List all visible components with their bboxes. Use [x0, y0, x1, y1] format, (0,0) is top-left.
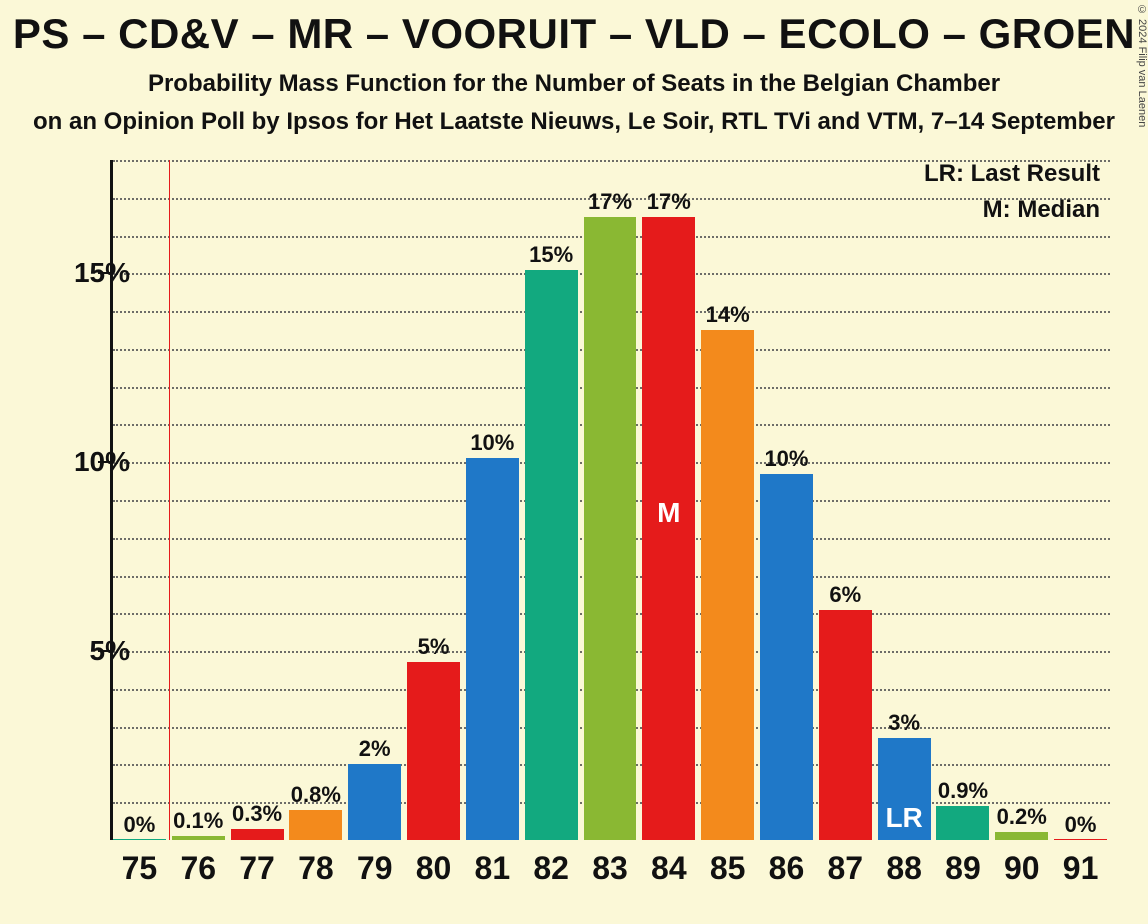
x-tick-label: 78 — [298, 850, 334, 887]
x-tick-label: 89 — [945, 850, 981, 887]
x-tick-label: 79 — [357, 850, 393, 887]
x-tick-label: 82 — [533, 850, 569, 887]
bar-value-label: 2% — [359, 736, 391, 762]
last-result-marker: LR — [885, 802, 922, 834]
y-tick-label: 15% — [30, 257, 130, 289]
bar — [819, 610, 872, 840]
bar-value-label: 6% — [829, 582, 861, 608]
median-marker: M — [657, 497, 680, 529]
bar-value-label: 5% — [418, 634, 450, 660]
legend-lr: LR: Last Result — [924, 160, 1100, 188]
bar — [172, 836, 225, 840]
x-tick-label: 86 — [769, 850, 805, 887]
bar-value-label: 17% — [588, 189, 632, 215]
bar-value-label: 3% — [888, 710, 920, 736]
bar-value-label: 0.9% — [938, 778, 988, 804]
bar — [466, 458, 519, 840]
chart-title: PS – CD&V – MR – VOORUIT – VLD – ECOLO –… — [0, 10, 1148, 58]
bar — [995, 832, 1048, 840]
bar-value-label: 0.2% — [997, 804, 1047, 830]
y-tick-label: 10% — [30, 446, 130, 478]
bar-value-label: 17% — [647, 189, 691, 215]
bar-value-label: 0.8% — [291, 782, 341, 808]
bar — [1054, 839, 1107, 840]
x-tick-label: 84 — [651, 850, 687, 887]
bar-value-label: 15% — [529, 242, 573, 268]
x-tick-label: 88 — [886, 850, 922, 887]
x-tick-label: 77 — [239, 850, 275, 887]
x-tick-label: 80 — [416, 850, 452, 887]
bar-value-label: 0.3% — [232, 801, 282, 827]
chart-subtitle-2: on an Opinion Poll by Ipsos for Het Laat… — [0, 108, 1148, 136]
x-tick-label: 75 — [122, 850, 158, 887]
bar-value-label: 0.1% — [173, 808, 223, 834]
bar — [525, 270, 578, 840]
chart-subtitle-1: Probability Mass Function for the Number… — [0, 70, 1148, 98]
bar — [701, 330, 754, 840]
x-tick-label: 91 — [1063, 850, 1099, 887]
bar-value-label: 10% — [764, 446, 808, 472]
bar — [584, 217, 637, 840]
bar-value-label: 10% — [470, 430, 514, 456]
bar — [231, 829, 284, 840]
bar — [289, 810, 342, 840]
legend-m: M: Median — [924, 196, 1100, 224]
x-tick-label: 90 — [1004, 850, 1040, 887]
bar — [407, 662, 460, 840]
bar-value-label: 0% — [1065, 812, 1097, 838]
bar — [936, 806, 989, 840]
x-tick-label: 83 — [592, 850, 628, 887]
bar — [113, 839, 166, 840]
majority-line — [169, 160, 171, 840]
x-tick-label: 87 — [827, 850, 863, 887]
x-tick-label: 85 — [710, 850, 746, 887]
chart-container: © 2024 Filip van Laenen PS – CD&V – MR –… — [0, 0, 1148, 924]
plot-area: 0%750.1%760.3%770.8%782%795%8010%8115%82… — [110, 160, 1110, 840]
bar-value-label: 14% — [706, 302, 750, 328]
bar-value-label: 0% — [124, 812, 156, 838]
legend: LR: Last Result M: Median — [924, 160, 1100, 232]
y-tick-label: 5% — [30, 635, 130, 667]
x-tick-label: 81 — [475, 850, 511, 887]
x-tick-label: 76 — [180, 850, 216, 887]
bar — [348, 764, 401, 840]
bar — [760, 474, 813, 840]
